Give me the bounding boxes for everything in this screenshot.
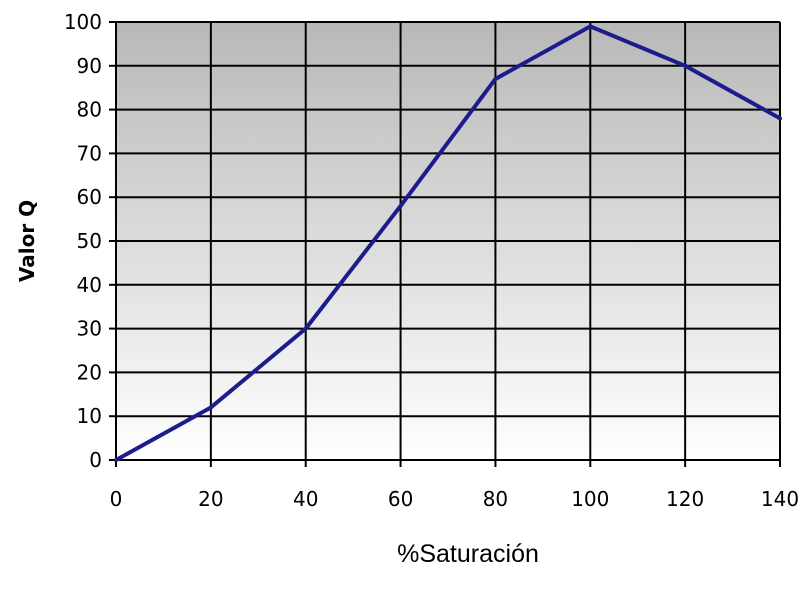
x-axis-label: %Saturación [397, 540, 539, 568]
y-tick-label: 40 [77, 273, 102, 297]
x-tick-label: 60 [388, 487, 413, 511]
gridlines [115, 21, 781, 461]
x-tick-labels: 0 20 40 60 80 100 120 140 [110, 487, 798, 511]
y-tick-label: 80 [77, 98, 102, 122]
series-layer [114, 24, 782, 462]
x-tick-label: 140 [761, 487, 798, 511]
y-tick-label: 20 [77, 360, 102, 384]
data-point [778, 116, 782, 121]
x-tick-label: 20 [198, 487, 223, 511]
data-point [493, 76, 498, 81]
x-tick-label: 80 [483, 487, 508, 511]
y-tick-label: 10 [77, 404, 102, 428]
data-point [588, 24, 593, 29]
data-point [208, 405, 213, 410]
data-point [398, 203, 403, 208]
y-tick-label: 60 [77, 185, 102, 209]
y-tick-label: 70 [77, 141, 102, 165]
data-point [683, 63, 688, 68]
y-tick-label: 0 [89, 448, 102, 472]
x-tick-label: 120 [666, 487, 704, 511]
x-tick-label: 100 [571, 487, 609, 511]
data-point [303, 326, 308, 331]
series-line [115, 24, 781, 462]
data-point [114, 458, 118, 462]
y-axis-label: Valor Q [15, 200, 39, 282]
x-tick-label: 40 [293, 487, 318, 511]
y-tick-label: 90 [77, 54, 102, 78]
x-tick-label: 0 [110, 487, 123, 511]
y-tick-label: 50 [77, 229, 102, 253]
y-tick-label: 30 [77, 317, 102, 341]
y-tick-label: 100 [64, 10, 102, 34]
y-tick-labels: 0 10 20 30 40 50 60 70 80 90 100 [64, 10, 102, 472]
